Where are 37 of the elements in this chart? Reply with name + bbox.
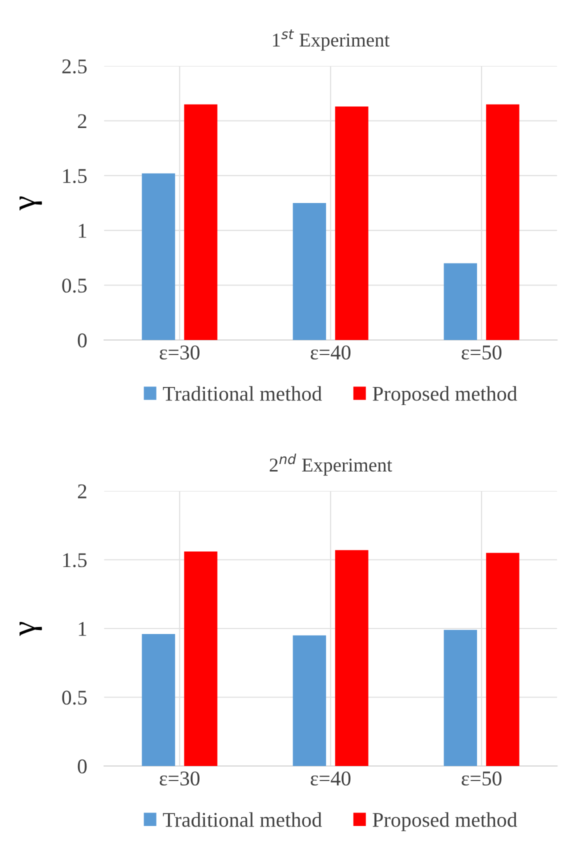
bar [335, 106, 368, 340]
bar [444, 630, 478, 766]
legend-label: Traditional method [162, 386, 322, 401]
bar [292, 635, 326, 766]
x-tick-label: ε=40 [310, 771, 350, 786]
y-tick-label: 1.5 [63, 169, 87, 184]
bar [444, 263, 478, 340]
y-tick-label: 1 [78, 224, 86, 238]
y-axis-title: γ [20, 196, 42, 210]
legend-label: Traditional method [162, 812, 322, 827]
bar [292, 203, 326, 340]
bar [486, 104, 520, 340]
bar [142, 173, 176, 340]
y-tick-label: 1.5 [63, 553, 87, 568]
x-tick-label: ε=30 [160, 771, 200, 786]
legend-label: Proposed method [372, 812, 518, 832]
chart-title: 2$^{nd}$ Experiment [270, 454, 392, 476]
y-tick-label: 0 [78, 333, 87, 348]
x-tick-label: ε=50 [462, 771, 502, 786]
bar [184, 552, 218, 766]
y-tick-label: 2.5 [62, 59, 87, 74]
bar [142, 634, 176, 766]
x-tick-label: ε=50 [462, 345, 502, 360]
bar [486, 552, 520, 766]
x-tick-label: ε=30 [160, 345, 200, 360]
bar [184, 104, 218, 340]
chart-title: 1$^{st}$ Experiment [272, 29, 390, 51]
y-tick-label: 0 [78, 759, 87, 774]
legend-label: Proposed method [372, 386, 518, 406]
y-tick-label: 0.5 [62, 690, 87, 705]
x-tick-label: ε=40 [310, 345, 350, 360]
y-axis-title: γ [20, 622, 42, 636]
y-tick-label: 0.5 [62, 278, 87, 293]
bar [335, 550, 368, 766]
y-tick-label: 2 [78, 484, 86, 498]
y-tick-label: 2 [78, 114, 86, 128]
y-tick-label: 1 [78, 622, 86, 636]
